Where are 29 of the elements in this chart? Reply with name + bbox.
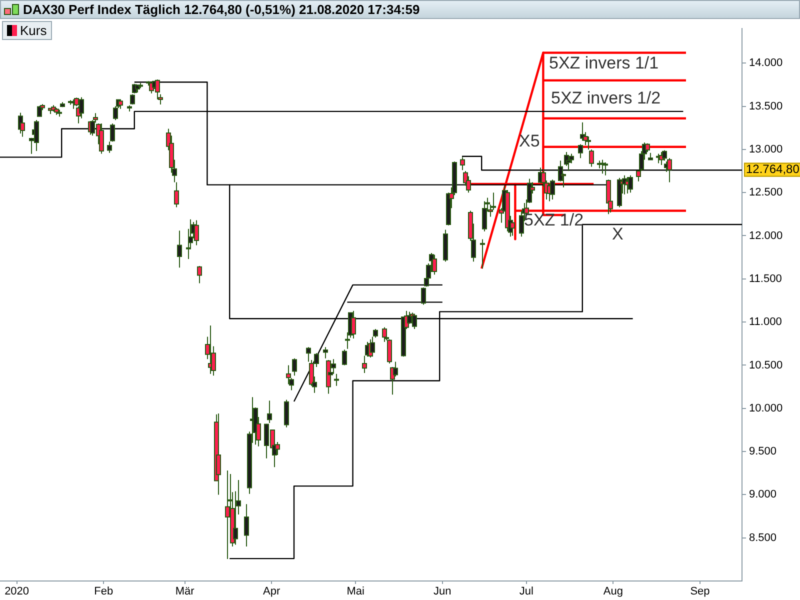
- y-tick-label: 13.000: [749, 143, 783, 156]
- y-tick-label: 10.500: [749, 359, 783, 372]
- y-tick-label: 11.000: [749, 316, 782, 328]
- x-tick-label: Sep: [690, 586, 710, 598]
- annotation: X5: [519, 132, 540, 151]
- x-tick-label: Mär: [175, 586, 195, 598]
- y-tick-label: 9.000: [749, 488, 777, 501]
- x-tick-label: Jul: [519, 586, 534, 598]
- y-tick-label: 8.500: [749, 532, 777, 544]
- annotation: 5XZ 1/2: [524, 210, 584, 230]
- y-tick-label: 11.500: [749, 272, 782, 285]
- x-tick-label: Aug: [603, 586, 623, 598]
- y-tick-label: 9.500: [749, 446, 777, 458]
- y-tick-label: 10.000: [749, 402, 783, 414]
- x-tick-label: Apr: [263, 586, 280, 598]
- annotation: 5XZ invers 1/1: [549, 54, 659, 73]
- y-tick-label: 13.500: [749, 100, 783, 112]
- x-tick-label: 2020: [4, 586, 30, 598]
- x-tick-label: Feb: [94, 586, 114, 598]
- legend-label: Kurs: [20, 23, 47, 38]
- y-tick-label: 12.000: [749, 230, 783, 242]
- text: 12.764,80: [746, 162, 800, 176]
- x-tick-label: Mai: [346, 586, 364, 598]
- y-tick-label: 12.500: [749, 186, 783, 199]
- y-tick-label: 14.000: [749, 57, 783, 70]
- x-tick-label: Jun: [434, 586, 452, 598]
- chart-title: DAX30 Perf Index Täglich 12.764,80 (-0,51%) 21.08.2020 17:34:59: [23, 1, 420, 18]
- annotation: X: [612, 224, 624, 244]
- annotation: 5XZ invers 1/2: [551, 88, 661, 108]
